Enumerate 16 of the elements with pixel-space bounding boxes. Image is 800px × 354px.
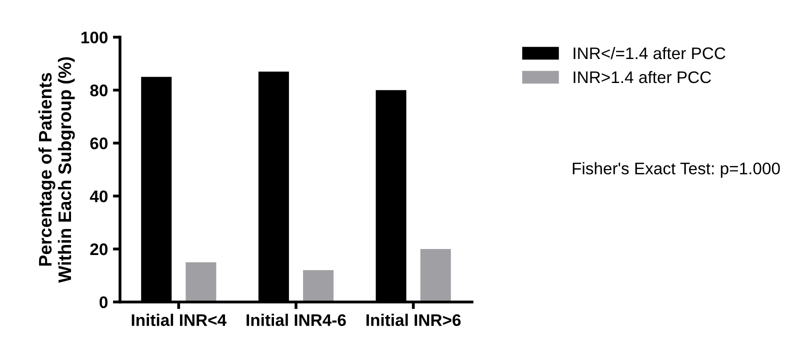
x-tick-label: Initial INR4-6 xyxy=(246,314,346,326)
y-axis-title: Percentage of Patients Within Each Subgroup (%) xyxy=(38,57,75,283)
y-tick-label: 0 xyxy=(100,296,108,308)
y-tick-label: 60 xyxy=(90,137,108,150)
y-tick-label: 100 xyxy=(81,32,108,44)
legend-label: INR</=1.4 after PCC xyxy=(574,46,726,60)
text: Fisher's Exact Test: p=1.000 xyxy=(572,162,780,178)
x-tick-label: Initial INR<4 xyxy=(132,314,227,326)
bar xyxy=(420,249,451,302)
legend-label: INR>1.4 after PCC xyxy=(574,70,711,84)
x-tick-label: Initial INR>6 xyxy=(366,314,461,326)
bar xyxy=(186,262,216,302)
y-tick-label: 20 xyxy=(90,243,108,256)
bar xyxy=(303,270,334,302)
y-tick-label: 40 xyxy=(90,190,108,202)
y-tick-label: 80 xyxy=(90,84,108,96)
